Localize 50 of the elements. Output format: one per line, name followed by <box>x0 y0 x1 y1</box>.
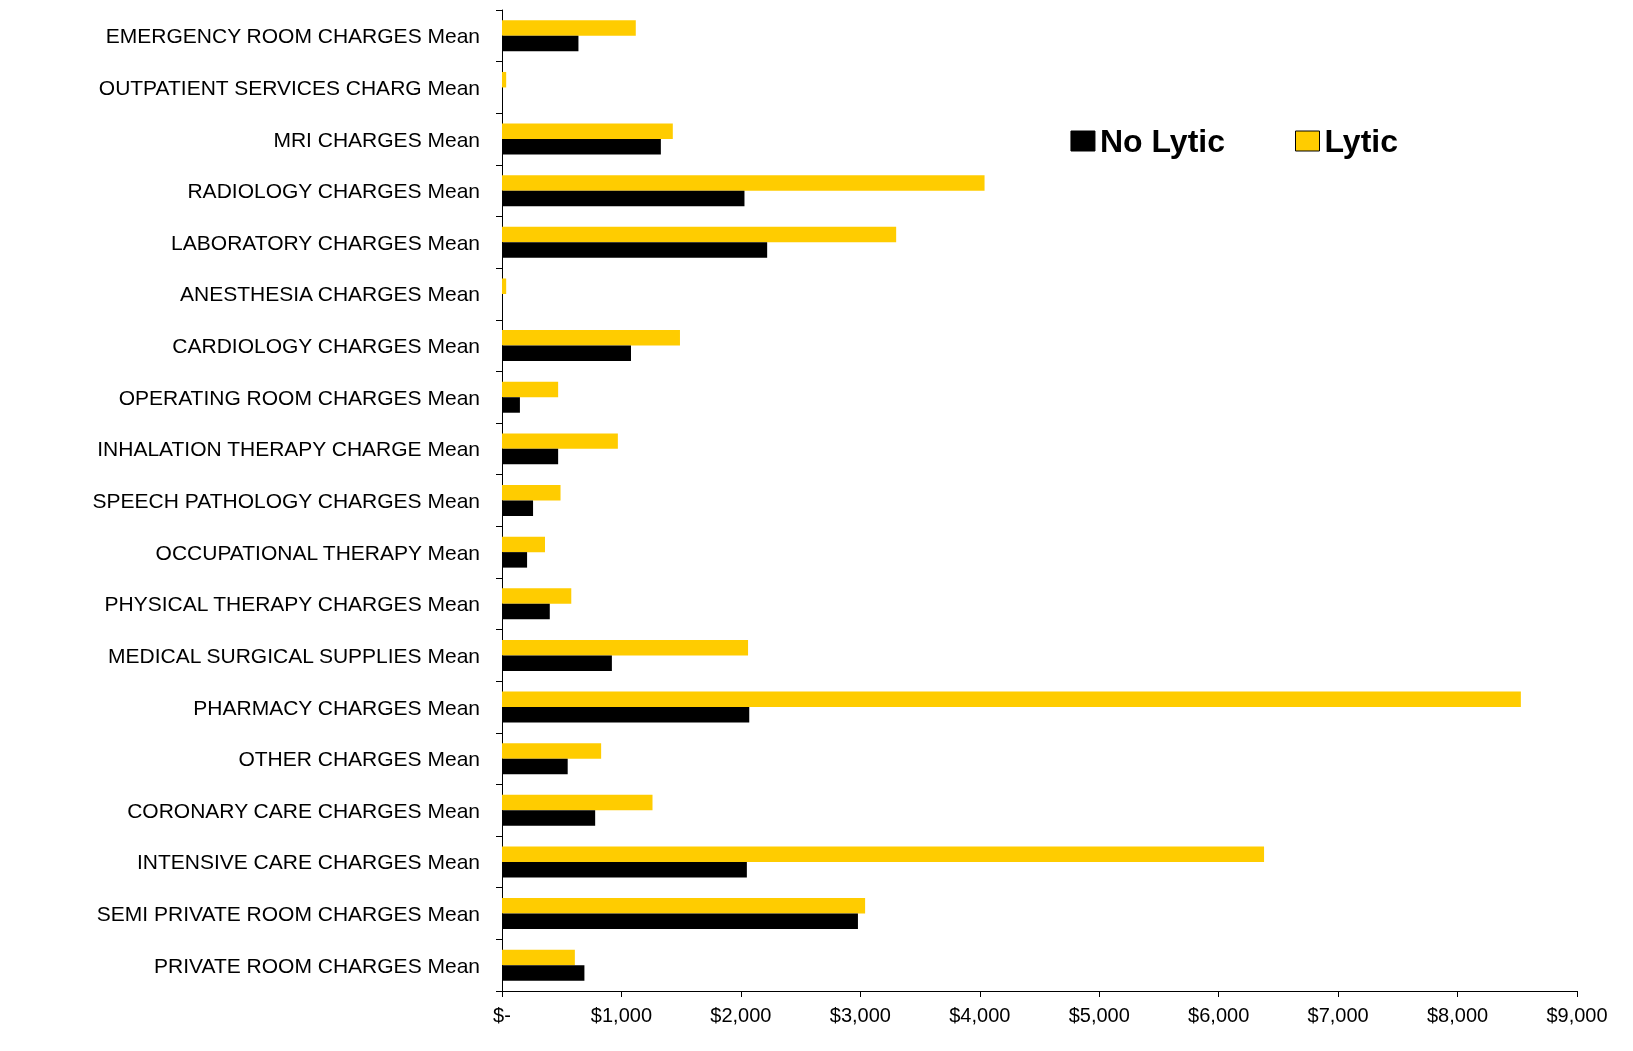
bar <box>502 433 618 449</box>
x-tick-label: $7,000 <box>1307 1004 1369 1026</box>
y-tick-label: ANESTHESIA CHARGES Mean <box>180 282 480 306</box>
y-tick-label: OTHER CHARGES Mean <box>238 747 480 771</box>
y-tick-label: OCCUPATIONAL THERAPY Mean <box>155 540 480 564</box>
bar <box>502 588 572 604</box>
bar <box>502 226 897 243</box>
bar <box>502 175 985 191</box>
x-tick-label: $1,000 <box>590 1004 653 1026</box>
y-tick-label: CARDIOLOGY CHARGES Mean <box>172 334 480 358</box>
bar <box>502 639 749 656</box>
bar <box>502 898 866 914</box>
x-tick-label: $4,000 <box>949 1004 1011 1026</box>
bar <box>502 485 561 501</box>
y-tick-label: MEDICAL SURGICAL SUPPLIES Mean <box>108 643 480 667</box>
bar <box>502 743 602 759</box>
bar <box>502 20 636 36</box>
y-tick-label: INHALATION THERAPY CHARGE Mean <box>97 437 480 461</box>
y-tick-label: OPERATING ROOM CHARGES Mean <box>118 385 480 409</box>
y-tick-label: PHARMACY CHARGES Mean <box>193 695 480 719</box>
x-tick-label: $8,000 <box>1426 1004 1489 1026</box>
y-tick-label: PRIVATE ROOM CHARGES Mean <box>154 953 480 977</box>
bar <box>502 71 507 88</box>
y-tick-label: SEMI PRIVATE ROOM CHARGES Mean <box>96 902 480 926</box>
y-tick-label: INTENSIVE CARE CHARGES Mean <box>136 850 480 874</box>
x-tick-label: $5,000 <box>1068 1004 1130 1026</box>
bar <box>502 794 653 811</box>
y-tick-label: OUTPATIENT SERVICES CHARG Mean <box>98 75 480 99</box>
y-tick-label: EMERGENCY ROOM CHARGES Mean <box>105 24 480 48</box>
y-tick-label: RADIOLOGY CHARGES Mean <box>187 179 480 203</box>
y-tick-label: LABORATORY CHARGES Mean <box>171 230 480 254</box>
x-tick-label: $6,000 <box>1188 1004 1250 1026</box>
x-tick-label: $3,000 <box>829 1004 891 1026</box>
bar <box>502 691 1521 708</box>
bar <box>502 330 680 346</box>
bar <box>502 846 1265 862</box>
y-tick-label: MRI CHARGES Mean <box>273 127 480 151</box>
x-tick-label: $2,000 <box>710 1004 772 1026</box>
bar <box>502 278 507 294</box>
bar <box>502 949 575 966</box>
bar <box>502 536 545 553</box>
y-tick-label: PHYSICAL THERAPY CHARGES Mean <box>104 592 480 616</box>
bar <box>502 381 559 398</box>
y-tick-label: CORONARY CARE CHARGES Mean <box>127 798 480 822</box>
x-tick-label: $9,000 <box>1546 1004 1608 1026</box>
legend-label: Lytic <box>1324 123 1398 159</box>
y-tick-label: SPEECH PATHOLOGY CHARGES Mean <box>92 489 480 512</box>
legend-label: No Lytic <box>1099 123 1225 159</box>
bar <box>502 123 673 140</box>
x-tick-label: $- <box>493 1004 511 1026</box>
